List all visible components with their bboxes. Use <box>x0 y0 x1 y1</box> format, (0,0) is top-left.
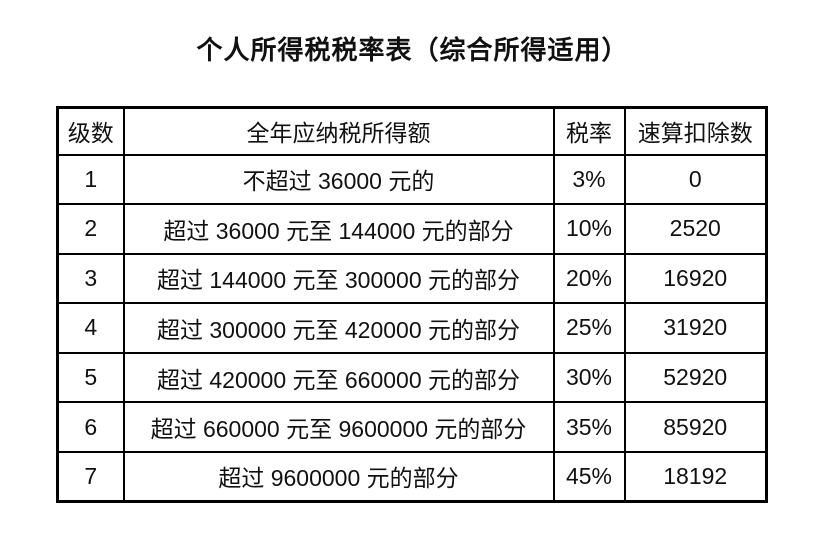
tax-rate-table: 级数 全年应纳税所得额 税率 速算扣除数 1 不超过 36000 元的 3% 0… <box>56 106 768 503</box>
cell-level: 1 <box>56 153 125 206</box>
header-deduction: 速算扣除数 <box>623 106 768 156</box>
cell-income: 超过 660000 元至 9600000 元的部分 <box>122 401 555 453</box>
cell-income: 超过 300000 元至 420000 元的部分 <box>122 302 555 354</box>
cell-deduction: 16920 <box>623 252 768 305</box>
header-level: 级数 <box>56 106 125 156</box>
cell-rate: 30% <box>552 351 626 404</box>
cell-level: 3 <box>56 252 125 305</box>
cell-level: 2 <box>56 203 125 255</box>
cell-rate: 10% <box>552 203 626 255</box>
header-income: 全年应纳税所得额 <box>122 106 555 156</box>
cell-rate: 35% <box>552 401 626 453</box>
cell-income: 超过 144000 元至 300000 元的部分 <box>122 252 555 305</box>
table-row: 7 超过 9600000 元的部分 45% 18192 <box>56 450 768 503</box>
cell-deduction: 52920 <box>623 351 768 404</box>
table-row: 1 不超过 36000 元的 3% 0 <box>56 153 768 206</box>
cell-income: 超过 36000 元至 144000 元的部分 <box>122 203 555 255</box>
table-row: 4 超过 300000 元至 420000 元的部分 25% 31920 <box>56 302 768 354</box>
cell-deduction: 18192 <box>623 450 768 503</box>
table-row: 5 超过 420000 元至 660000 元的部分 30% 52920 <box>56 351 768 404</box>
table-row: 2 超过 36000 元至 144000 元的部分 10% 2520 <box>56 203 768 255</box>
cell-income: 超过 9600000 元的部分 <box>122 450 555 503</box>
cell-rate: 20% <box>552 252 626 305</box>
cell-level: 4 <box>56 302 125 354</box>
table-row: 3 超过 144000 元至 300000 元的部分 20% 16920 <box>56 252 768 305</box>
table-row: 6 超过 660000 元至 9600000 元的部分 35% 85920 <box>56 401 768 453</box>
cell-deduction: 31920 <box>623 302 768 354</box>
table-header-row: 级数 全年应纳税所得额 税率 速算扣除数 <box>56 106 768 156</box>
cell-income: 不超过 36000 元的 <box>122 153 555 206</box>
cell-deduction: 0 <box>623 153 768 206</box>
page-title: 个人所得税税率表（综合所得适用） <box>196 35 629 65</box>
cell-level: 6 <box>56 401 125 453</box>
cell-rate: 3% <box>552 153 626 206</box>
header-rate: 税率 <box>552 106 626 156</box>
cell-deduction: 2520 <box>623 203 768 255</box>
cell-rate: 25% <box>552 302 626 354</box>
cell-rate: 45% <box>552 450 626 503</box>
cell-deduction: 85920 <box>623 401 768 453</box>
cell-level: 7 <box>56 450 125 503</box>
cell-income: 超过 420000 元至 660000 元的部分 <box>122 351 555 404</box>
cell-level: 5 <box>56 351 125 404</box>
